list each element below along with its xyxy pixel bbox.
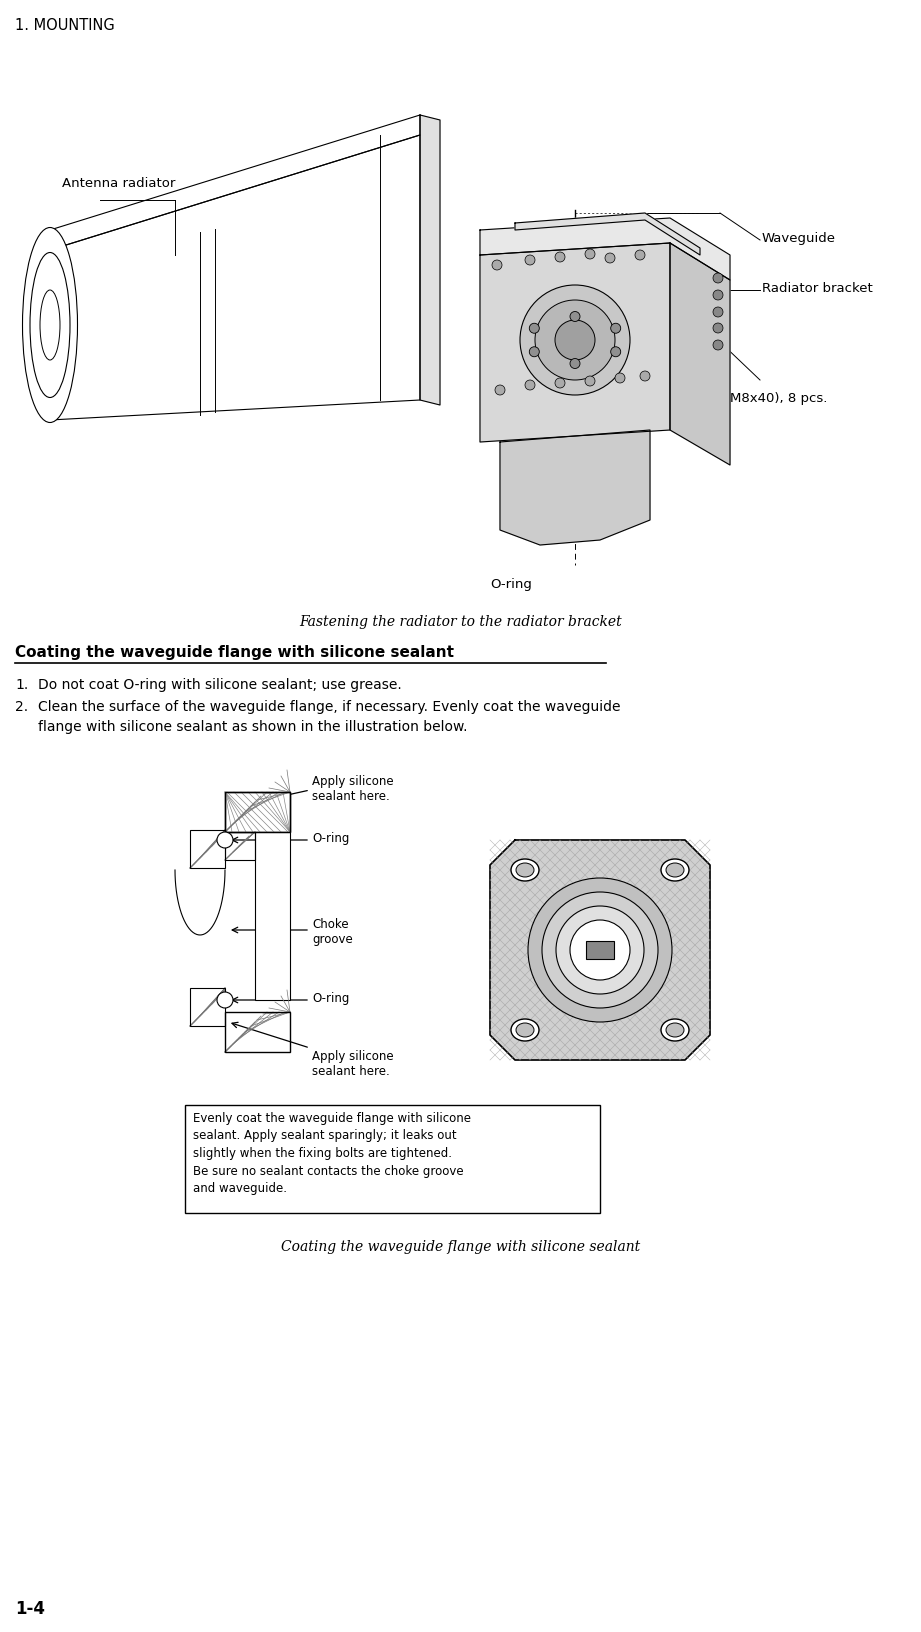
- Circle shape: [555, 320, 595, 361]
- Bar: [255, 832, 290, 1000]
- Text: O-ring: O-ring: [312, 992, 349, 1005]
- Polygon shape: [670, 243, 730, 465]
- Polygon shape: [500, 429, 650, 545]
- Bar: [225, 832, 255, 860]
- Text: Apply silicone
sealant here.: Apply silicone sealant here.: [312, 775, 393, 803]
- Circle shape: [713, 290, 723, 300]
- Ellipse shape: [516, 1023, 534, 1036]
- Bar: [185, 1105, 600, 1213]
- Text: Do not coat O-ring with silicone sealant; use grease.: Do not coat O-ring with silicone sealant…: [38, 677, 402, 692]
- Circle shape: [713, 339, 723, 349]
- Text: flange with silicone sealant as shown in the illustration below.: flange with silicone sealant as shown in…: [38, 720, 468, 734]
- Circle shape: [530, 323, 540, 333]
- Text: 1-4: 1-4: [15, 1599, 45, 1617]
- Ellipse shape: [511, 858, 539, 881]
- Text: O-ring: O-ring: [490, 578, 531, 591]
- Text: Apply silicone
sealant here.: Apply silicone sealant here.: [312, 1049, 393, 1079]
- Circle shape: [525, 380, 535, 390]
- Text: Clean the surface of the waveguide flange, if necessary. Evenly coat the wavegui: Clean the surface of the waveguide flang…: [38, 700, 621, 715]
- Circle shape: [570, 359, 580, 369]
- Ellipse shape: [22, 227, 77, 423]
- Circle shape: [615, 374, 625, 384]
- Text: Waveguide: Waveguide: [762, 232, 836, 245]
- Ellipse shape: [666, 863, 684, 876]
- Polygon shape: [490, 840, 710, 1061]
- Bar: [225, 792, 290, 832]
- Ellipse shape: [511, 1018, 539, 1041]
- Text: Coating the waveguide flange with silicone sealant: Coating the waveguide flange with silico…: [282, 1240, 641, 1253]
- Text: Fastening the radiator to the radiator bracket: Fastening the radiator to the radiator b…: [299, 615, 623, 628]
- Circle shape: [585, 375, 595, 387]
- Circle shape: [528, 878, 672, 1022]
- Circle shape: [570, 920, 630, 979]
- Polygon shape: [480, 243, 670, 442]
- Circle shape: [555, 251, 565, 263]
- Polygon shape: [50, 114, 420, 250]
- Text: Choke
groove: Choke groove: [312, 917, 353, 947]
- Ellipse shape: [516, 863, 534, 876]
- Ellipse shape: [666, 1023, 684, 1036]
- Circle shape: [635, 250, 645, 259]
- Polygon shape: [480, 219, 730, 281]
- Circle shape: [492, 259, 502, 269]
- Bar: [190, 987, 225, 1027]
- Circle shape: [530, 346, 540, 357]
- Polygon shape: [50, 135, 420, 419]
- Circle shape: [640, 370, 650, 380]
- Bar: [225, 1012, 290, 1053]
- Circle shape: [555, 379, 565, 388]
- Circle shape: [611, 323, 621, 333]
- Text: Radiator bracket: Radiator bracket: [762, 282, 873, 295]
- Circle shape: [713, 273, 723, 282]
- Bar: [225, 792, 290, 832]
- Text: O-ring: O-ring: [312, 832, 349, 845]
- Circle shape: [605, 253, 615, 263]
- Bar: [586, 942, 614, 960]
- Circle shape: [495, 385, 505, 395]
- Polygon shape: [515, 214, 700, 255]
- Circle shape: [570, 312, 580, 322]
- Circle shape: [556, 906, 644, 994]
- Polygon shape: [420, 114, 440, 405]
- Text: 1. MOUNTING: 1. MOUNTING: [15, 18, 115, 33]
- Bar: [190, 831, 225, 868]
- Circle shape: [713, 307, 723, 317]
- Text: 2.: 2.: [15, 700, 29, 715]
- Text: Evenly coat the waveguide flange with silicone
sealant. Apply sealant sparingly;: Evenly coat the waveguide flange with si…: [193, 1111, 471, 1195]
- Circle shape: [611, 346, 621, 357]
- Circle shape: [217, 832, 233, 849]
- Circle shape: [535, 300, 615, 380]
- Text: Coating the waveguide flange with silicone sealant: Coating the waveguide flange with silico…: [15, 645, 454, 659]
- Text: 1.: 1.: [15, 677, 29, 692]
- Text: Antenna radiator: Antenna radiator: [62, 176, 175, 189]
- Circle shape: [542, 893, 658, 1009]
- Circle shape: [217, 992, 233, 1009]
- Ellipse shape: [661, 1018, 689, 1041]
- Circle shape: [525, 255, 535, 264]
- Ellipse shape: [661, 858, 689, 881]
- Circle shape: [713, 323, 723, 333]
- Circle shape: [520, 286, 630, 395]
- Circle shape: [585, 250, 595, 259]
- Text: Hex bolt (M8x40), 8 pcs.: Hex bolt (M8x40), 8 pcs.: [665, 392, 827, 405]
